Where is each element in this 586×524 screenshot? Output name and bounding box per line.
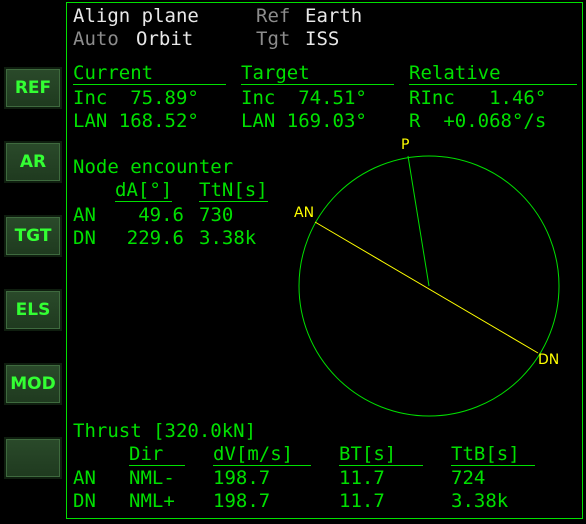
thrust-title: Thrust [320.0kN] — [73, 420, 256, 442]
thrust-dn-bt: 11.7 — [339, 490, 385, 512]
thrust-an-name: AN — [73, 467, 96, 489]
periapsis-label: P — [401, 137, 409, 153]
thrust-col-ttb: TtB[s] — [451, 443, 535, 466]
thrust-col-bt: BT[s] — [339, 443, 423, 466]
thrust-dn-dir: NML+ — [129, 490, 175, 512]
thrust-col-dir: Dir — [129, 443, 185, 466]
thrust-dn-name: DN — [73, 490, 96, 512]
thrust-col-dv: dV[m/s] — [213, 443, 311, 466]
thrust-dn-ttb: 3.38k — [451, 490, 508, 512]
dn-label: DN — [538, 352, 559, 368]
thrust-an-dir: NML- — [129, 467, 175, 489]
an-label: AN — [294, 205, 314, 221]
thrust-an-bt: 11.7 — [339, 467, 385, 489]
node-line — [315, 222, 538, 353]
thrust-dn-dv: 198.7 — [213, 490, 270, 512]
periapsis-line — [408, 156, 429, 286]
thrust-an-dv: 198.7 — [213, 467, 270, 489]
thrust-an-ttb: 724 — [451, 467, 485, 489]
